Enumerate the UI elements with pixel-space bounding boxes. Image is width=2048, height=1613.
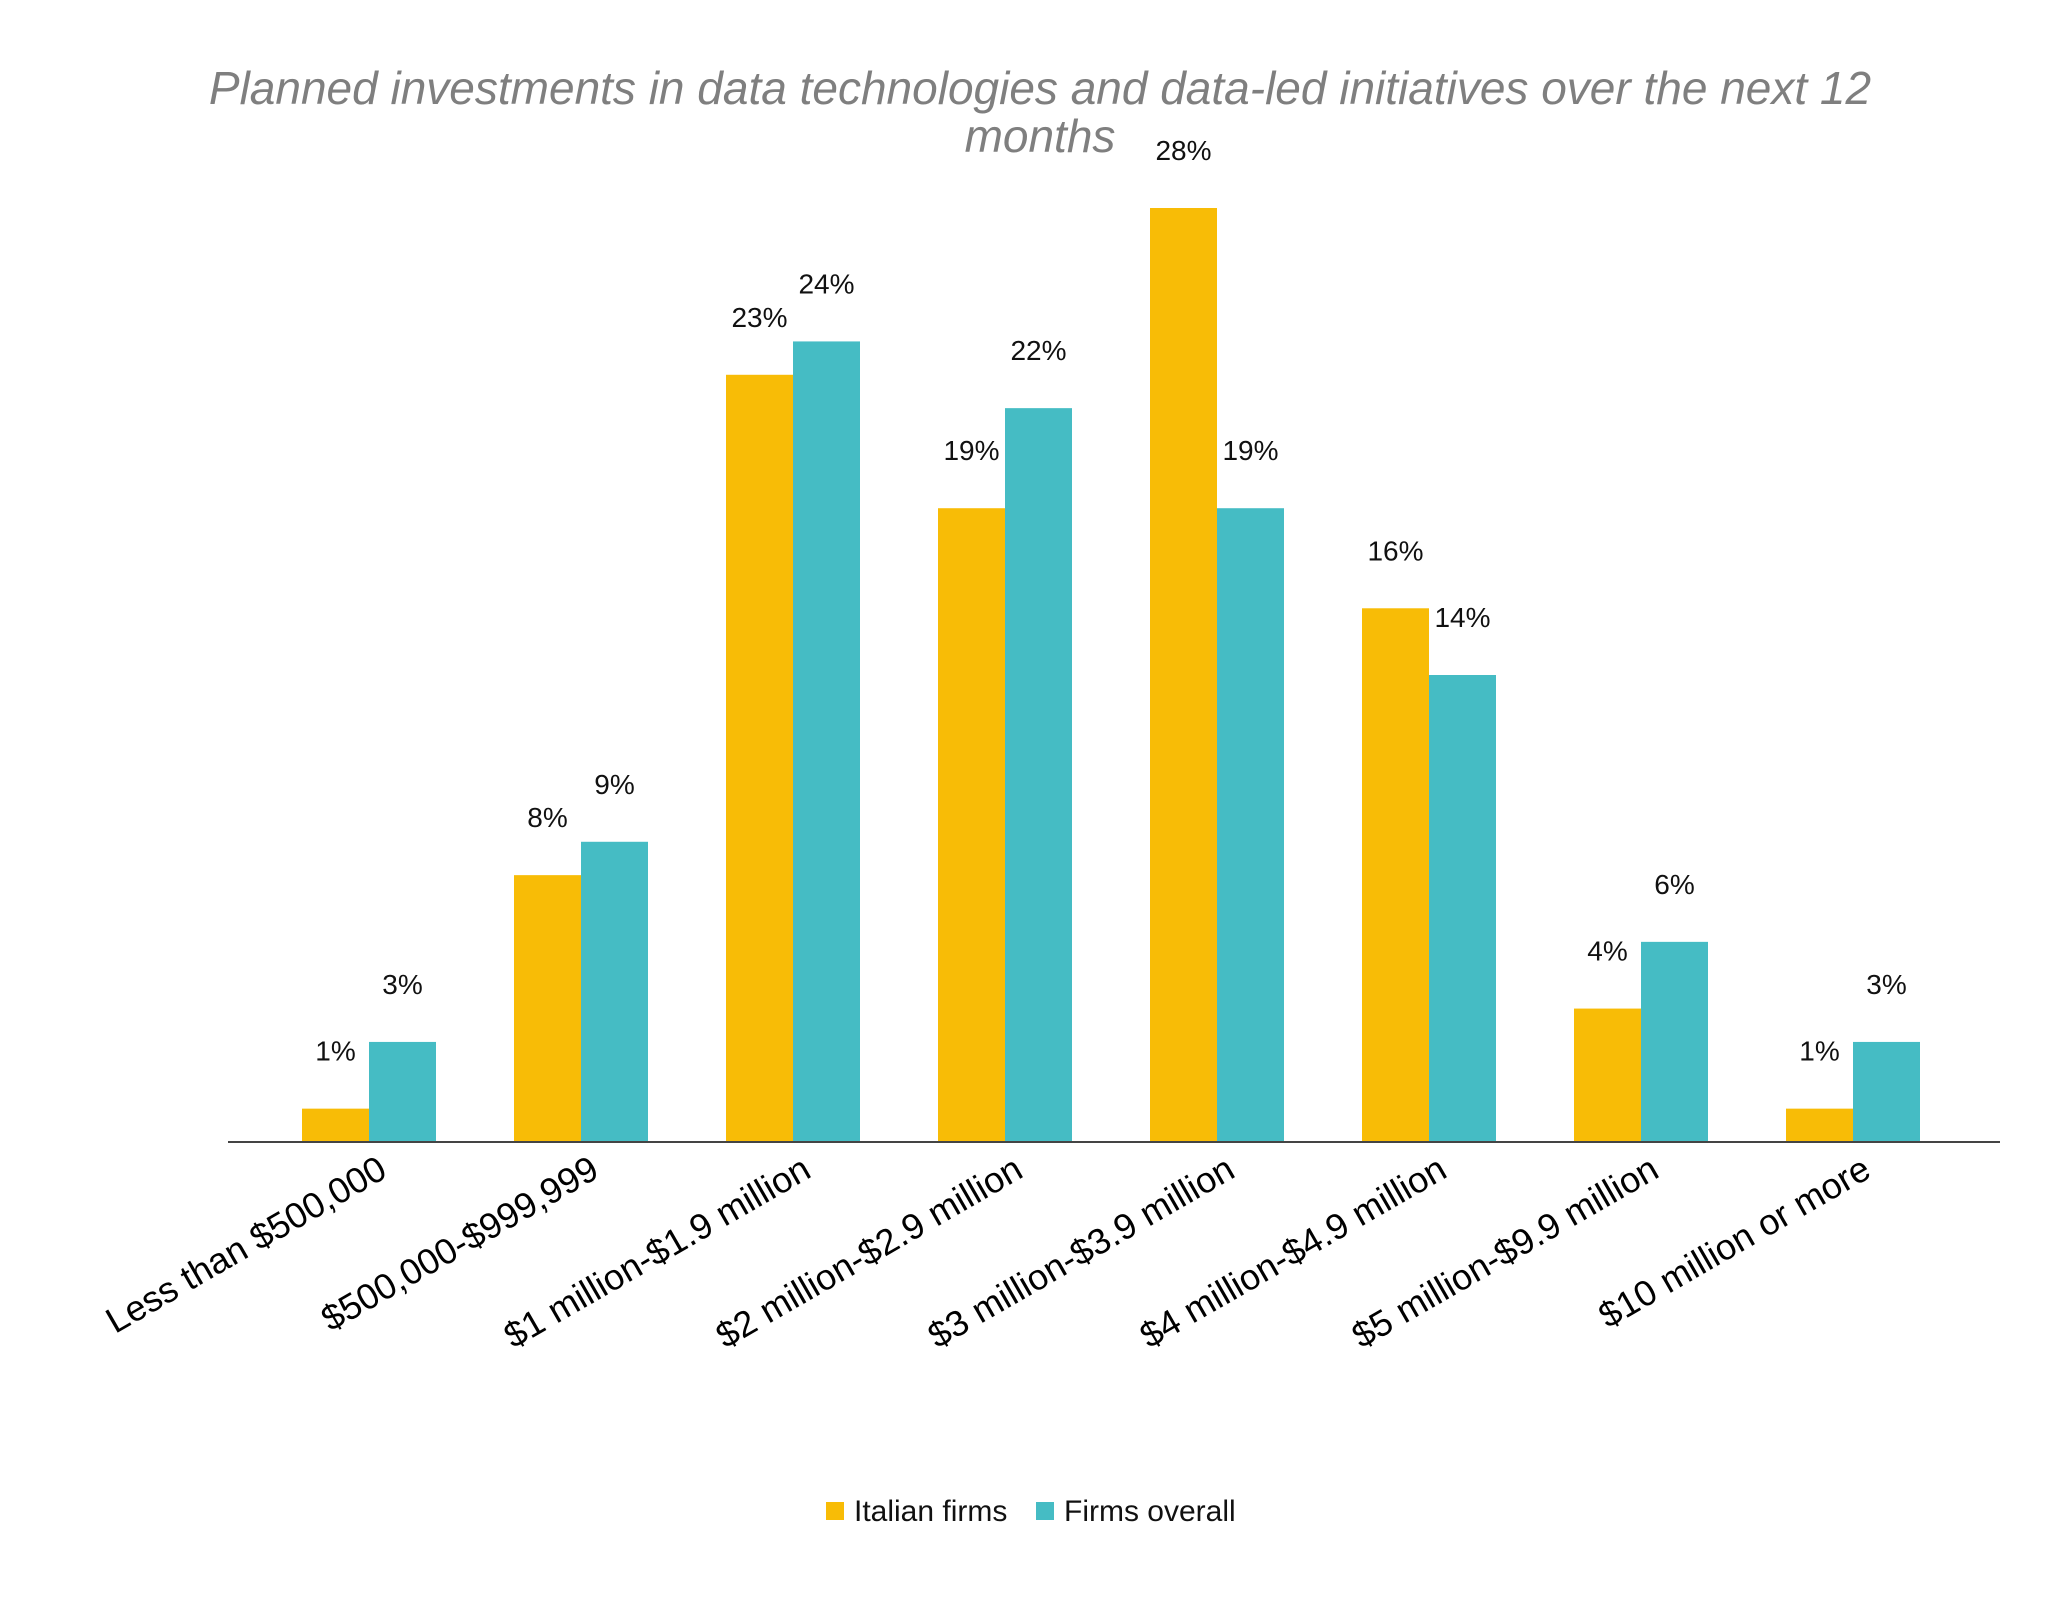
bar-italian-firms-4 xyxy=(1150,208,1217,1142)
bar-firms-overall-2 xyxy=(793,341,860,1142)
data-label-italian-firms-4: 28% xyxy=(1155,135,1211,166)
bar-firms-overall-1 xyxy=(581,841,648,1142)
value-labels-group: 1% 3% 8% 9% 23% 24% 19% 22% 28% 19% 16% 14% 4% 6% 1% 3% xyxy=(315,135,1906,1067)
data-label-italian-firms-7: 1% xyxy=(1799,1036,1839,1067)
data-label-firms-overall-3: 22% xyxy=(1010,335,1066,366)
bar-italian-firms-2 xyxy=(726,374,793,1142)
legend-label-italian-firms: Italian firms xyxy=(854,1495,1007,1528)
data-label-italian-firms-3: 19% xyxy=(943,435,999,466)
data-label-italian-firms-0: 1% xyxy=(315,1036,355,1067)
chart-title: Planned investments in data technologies… xyxy=(208,62,1872,162)
legend-label-firms-overall: Firms overall xyxy=(1064,1495,1236,1528)
bar-italian-firms-6 xyxy=(1574,1008,1641,1142)
bar-italian-firms-3 xyxy=(938,508,1005,1142)
bar-italian-firms-1 xyxy=(514,875,581,1142)
bar-firms-overall-3 xyxy=(1005,408,1072,1143)
data-label-firms-overall-6: 6% xyxy=(1654,869,1694,900)
bar-italian-firms-5 xyxy=(1362,608,1429,1142)
data-label-italian-firms-5: 16% xyxy=(1367,535,1423,566)
data-label-firms-overall-7: 3% xyxy=(1866,969,1906,1000)
data-label-firms-overall-4: 19% xyxy=(1222,435,1278,466)
data-label-italian-firms-1: 8% xyxy=(527,802,567,833)
data-label-firms-overall-0: 3% xyxy=(382,969,422,1000)
legend-swatch-firms-overall xyxy=(1036,1502,1054,1520)
bar-firms-overall-6 xyxy=(1641,941,1708,1142)
data-label-firms-overall-5: 14% xyxy=(1434,602,1490,633)
bar-firms-overall-5 xyxy=(1429,675,1496,1142)
legend-swatch-italian-firms xyxy=(826,1502,844,1520)
legend: Italian firms Firms overall xyxy=(826,1495,1236,1528)
bar-firms-overall-7 xyxy=(1853,1041,1920,1142)
data-label-firms-overall-2: 24% xyxy=(798,268,854,299)
bar-firms-overall-0 xyxy=(369,1041,436,1142)
data-label-firms-overall-1: 9% xyxy=(594,769,634,800)
x-tick-labels-group: Less than $500,000$500,000-$999,999$1 mi… xyxy=(99,1147,1877,1356)
bar-italian-firms-0 xyxy=(302,1108,369,1142)
bar-firms-overall-4 xyxy=(1217,508,1284,1142)
data-label-italian-firms-2: 23% xyxy=(731,302,787,333)
bars-group xyxy=(302,208,1920,1143)
data-label-italian-firms-6: 4% xyxy=(1587,936,1627,967)
bar-italian-firms-7 xyxy=(1786,1108,1853,1142)
